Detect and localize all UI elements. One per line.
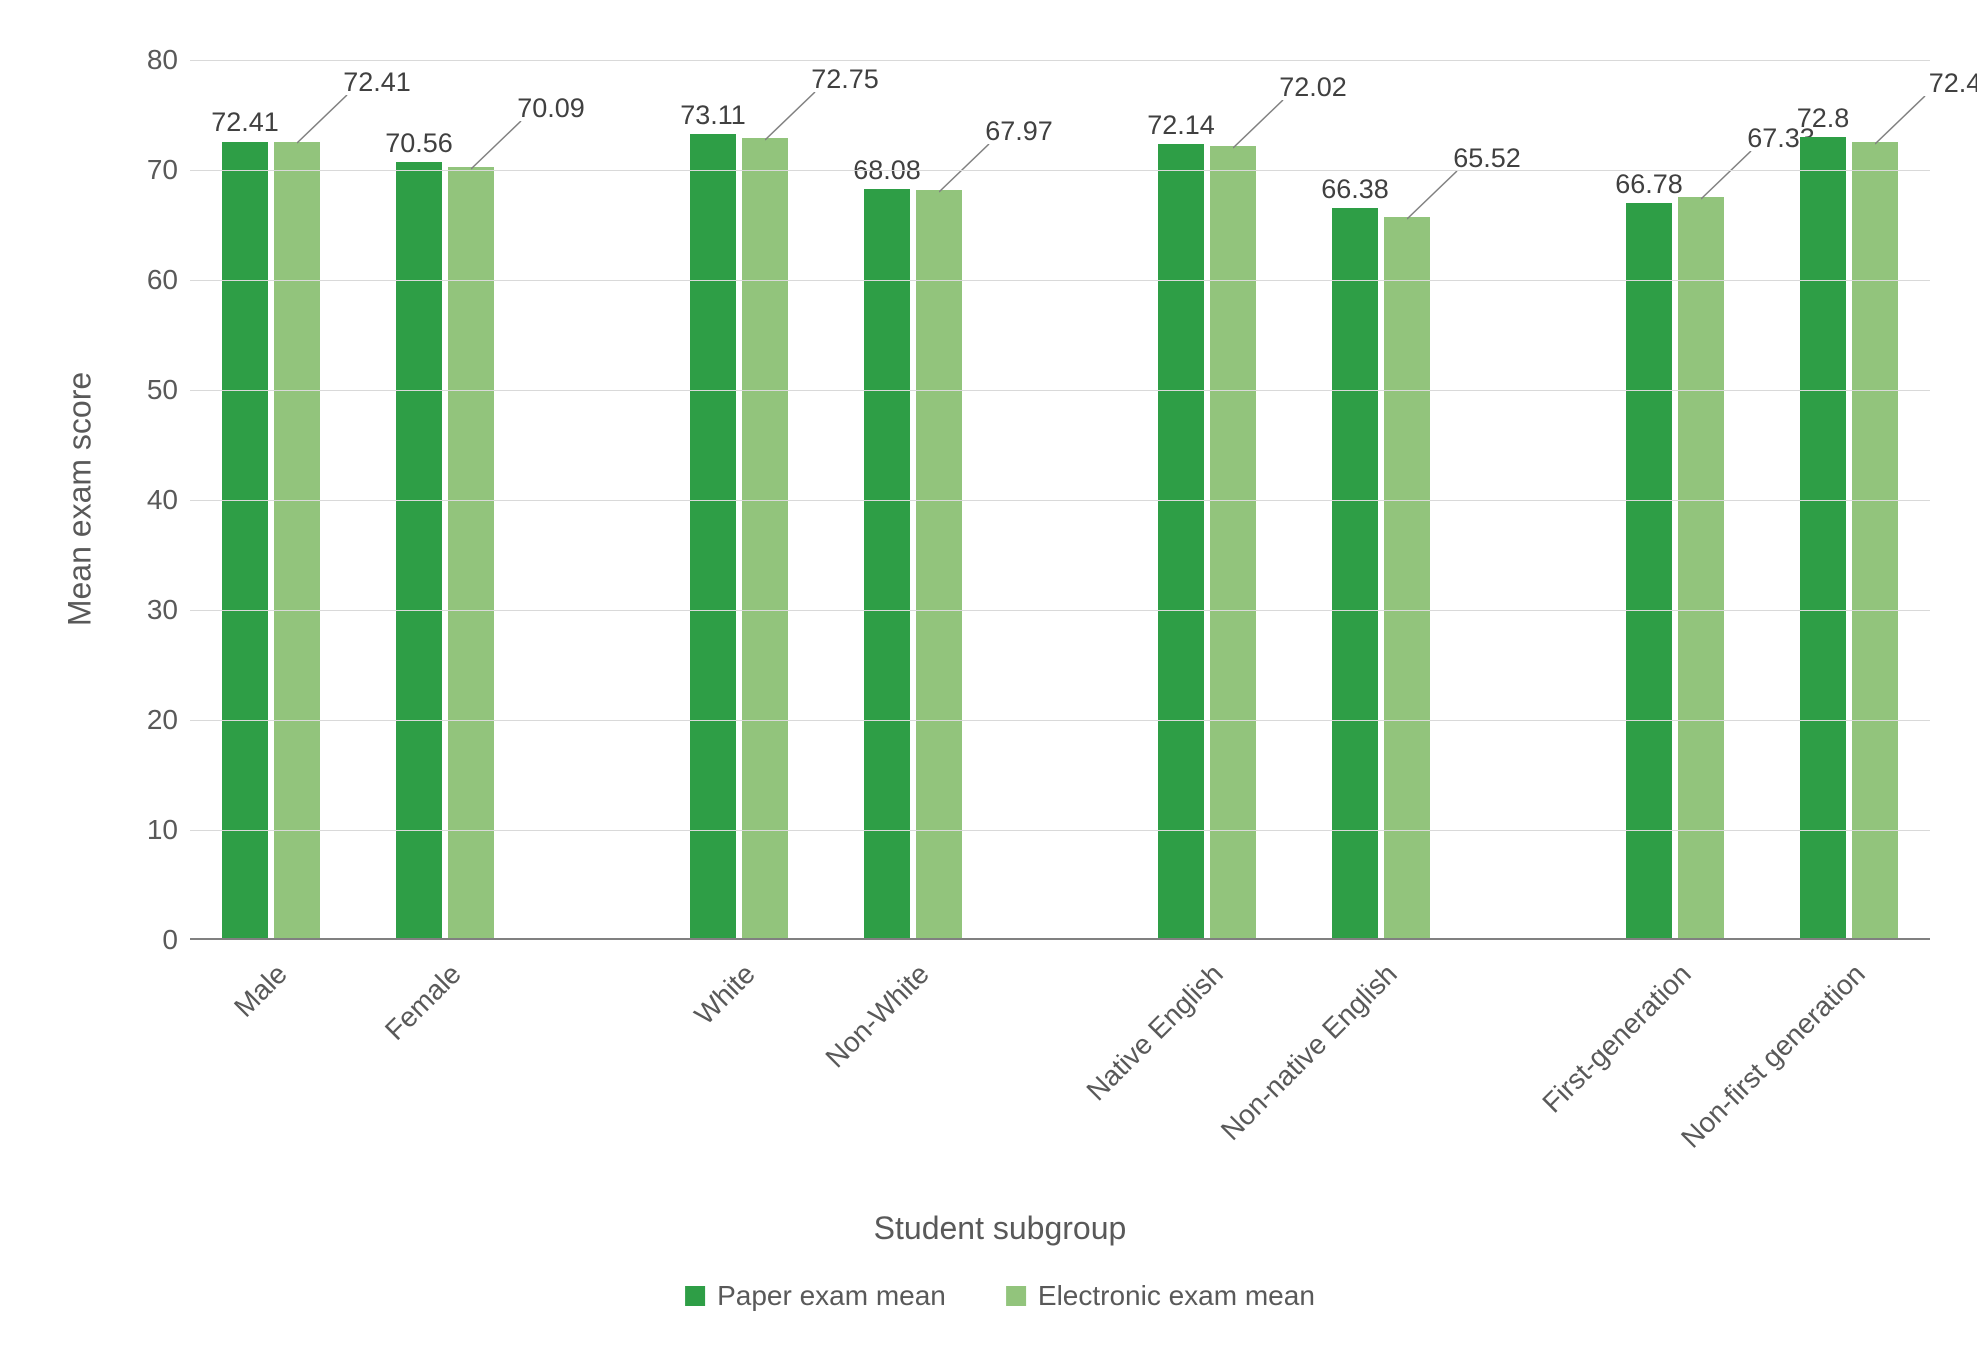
bar (690, 134, 736, 938)
y-tick-label: 10 (147, 814, 190, 846)
bar (1626, 203, 1672, 938)
y-axis-title: Mean exam score (62, 372, 99, 626)
data-label: 72.02 (1279, 72, 1347, 103)
x-tick-label: Non-White (819, 958, 935, 1074)
leader-line (1875, 96, 1927, 146)
legend-swatch (685, 1286, 705, 1306)
y-tick-label: 20 (147, 704, 190, 736)
data-label: 70.09 (517, 93, 585, 124)
leader-line (1407, 171, 1459, 221)
data-label: 66.38 (1321, 174, 1389, 205)
bars-layer: 72.4172.4170.5670.0973.1172.7568.0867.97… (190, 60, 1930, 938)
gridline (190, 60, 1930, 61)
data-label: 72.41 (343, 67, 411, 98)
bar (1800, 137, 1846, 938)
data-label: 72.75 (811, 64, 879, 95)
x-tick-label: Female (379, 958, 468, 1047)
y-tick-label: 30 (147, 594, 190, 626)
leader-line (297, 95, 349, 145)
legend: Paper exam mean Electronic exam mean (685, 1280, 1315, 1312)
leader-line (1233, 100, 1285, 150)
x-tick-label: First-generation (1536, 958, 1697, 1119)
x-tick-label: Native English (1080, 958, 1229, 1107)
legend-label: Paper exam mean (717, 1280, 946, 1312)
bar (916, 190, 962, 938)
data-label: 72.41 (211, 107, 279, 138)
exam-score-chart: Mean exam score 72.41 72.41 70.56 70.09 73.1… (50, 20, 1950, 1340)
bar (448, 167, 494, 938)
leader-line (1701, 151, 1753, 201)
gridline (190, 500, 1930, 501)
y-tick-label: 80 (147, 44, 190, 76)
y-tick-label: 40 (147, 484, 190, 516)
gridline (190, 610, 1930, 611)
gridline (190, 390, 1930, 391)
leader-line (765, 92, 817, 142)
legend-item: Paper exam mean (685, 1280, 946, 1312)
y-tick-label: 0 (162, 924, 190, 956)
y-tick-label: 70 (147, 154, 190, 186)
bar (1678, 197, 1724, 938)
x-tick-label: Non-native English (1215, 958, 1404, 1147)
data-label: 66.78 (1615, 169, 1683, 200)
gridline (190, 830, 1930, 831)
bar (1210, 146, 1256, 938)
data-label: 73.11 (680, 100, 746, 131)
bar (274, 142, 320, 939)
bar (396, 162, 442, 938)
plot-area: Mean exam score 72.4172.4170.5670.0973.1… (190, 60, 1930, 940)
x-tick-label: White (688, 958, 761, 1031)
data-label: 70.56 (385, 128, 453, 159)
gridline (190, 280, 1930, 281)
leader-line (471, 121, 523, 171)
data-label: 72.4 (1929, 68, 1977, 99)
bar (864, 189, 910, 938)
legend-swatch (1006, 1286, 1026, 1306)
x-tick-label: Non-first generation (1675, 958, 1872, 1155)
legend-label: Electronic exam mean (1038, 1280, 1315, 1312)
bar (1852, 142, 1898, 938)
x-axis-title: Student subgroup (874, 1210, 1127, 1247)
data-label: 72.8 (1797, 103, 1850, 134)
gridline (190, 720, 1930, 721)
bar (1158, 144, 1204, 938)
data-label: 72.14 (1147, 110, 1215, 141)
bar (742, 138, 788, 938)
legend-item: Electronic exam mean (1006, 1280, 1315, 1312)
y-tick-label: 60 (147, 264, 190, 296)
bar (1332, 208, 1378, 938)
gridline (190, 170, 1930, 171)
y-tick-label: 50 (147, 374, 190, 406)
bar (222, 142, 268, 939)
data-label: 67.97 (985, 116, 1053, 147)
x-tick-label: Male (228, 958, 294, 1024)
